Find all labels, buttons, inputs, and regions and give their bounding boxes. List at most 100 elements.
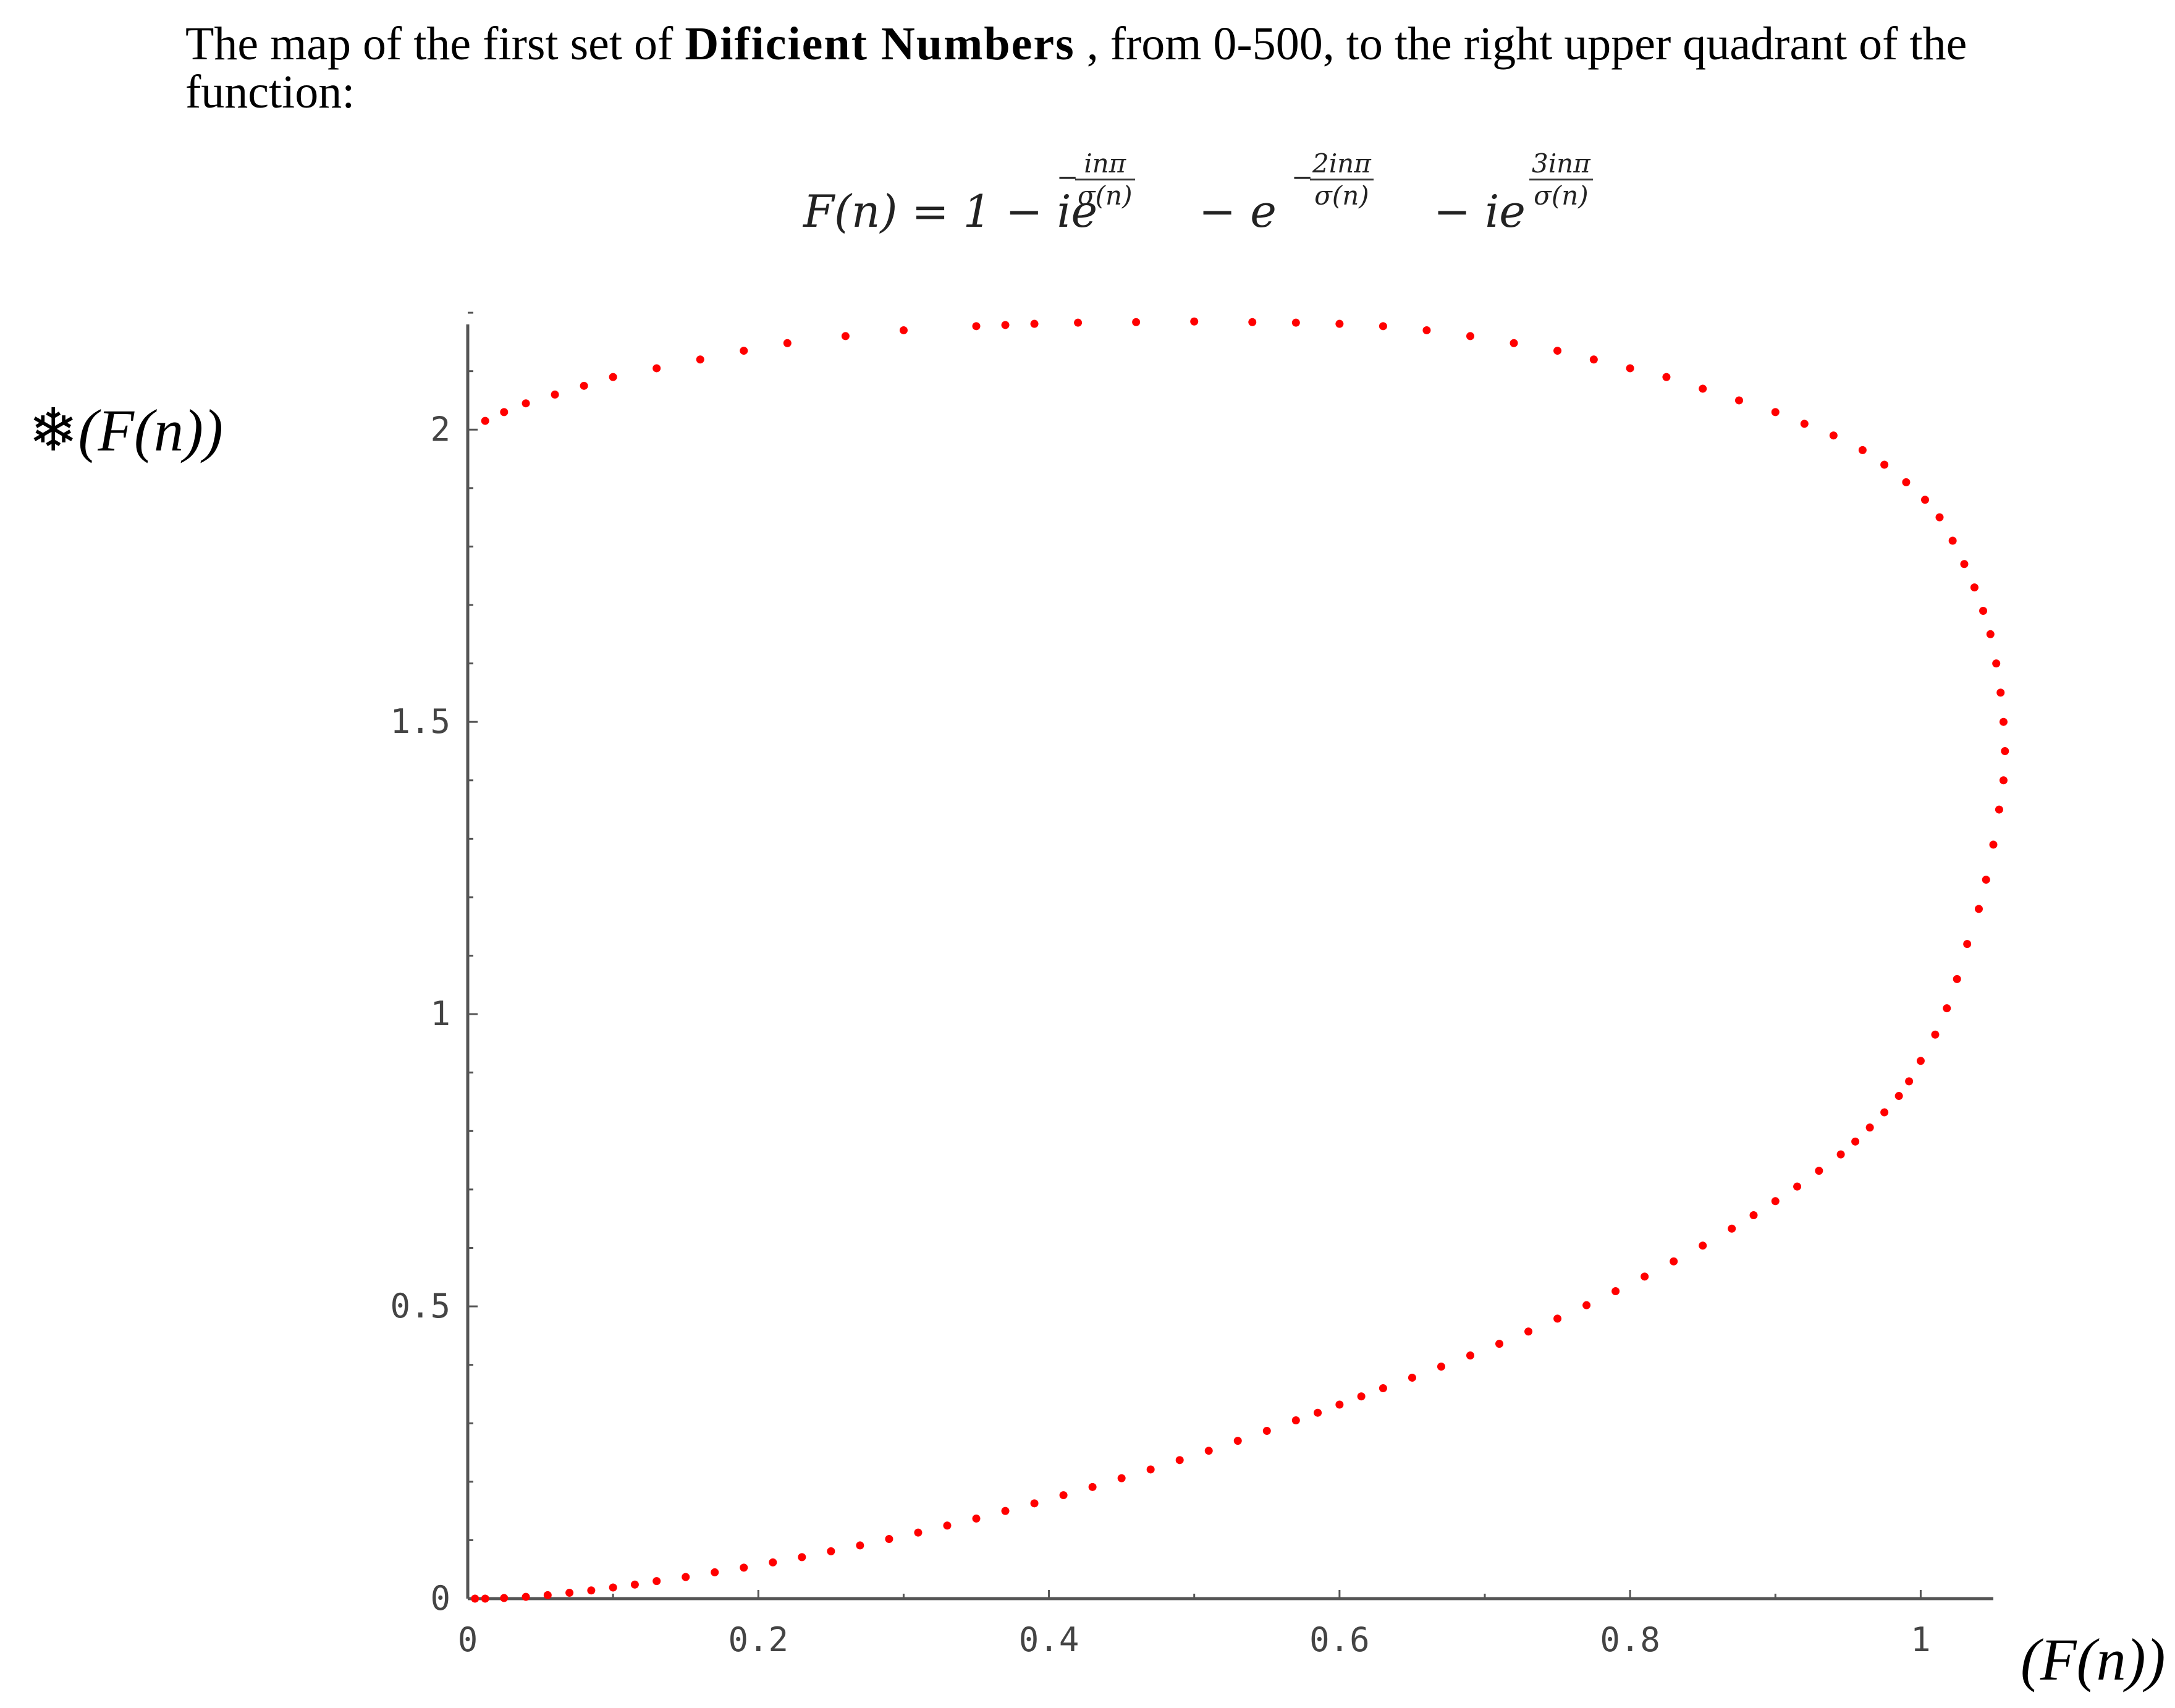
data-point — [885, 1535, 893, 1544]
data-point — [1960, 560, 1969, 569]
data-point — [1935, 513, 1944, 522]
data-point — [1422, 326, 1431, 334]
formula-exponent-3-denominator: σ(n) — [1534, 180, 1589, 211]
data-point — [1920, 496, 1929, 504]
data-point — [1858, 446, 1867, 454]
data-point — [1641, 1272, 1649, 1281]
data-point — [1970, 583, 1979, 592]
data-point — [1916, 1057, 1925, 1065]
formula-minus-ie: − ie — [1434, 185, 1526, 237]
data-point — [682, 1573, 690, 1581]
data-point — [1974, 905, 1983, 913]
x-tick-label: 0.2 — [729, 1620, 789, 1659]
data-point — [1233, 1437, 1242, 1445]
data-point — [1996, 688, 2005, 697]
data-point — [972, 322, 981, 331]
x-axis-label: (F(n)) — [2021, 1626, 2166, 1693]
data-point — [1524, 1327, 1533, 1336]
data-point — [1670, 1257, 1678, 1266]
data-point — [1466, 332, 1474, 340]
intro-text: The map of the first set of Dificient Nu… — [185, 20, 2101, 116]
data-point — [630, 1580, 639, 1589]
data-point — [899, 326, 908, 334]
x-tick-label: 0 — [458, 1620, 478, 1659]
formula-exponent-2-denominator: σ(n) — [1314, 180, 1369, 211]
data-point — [711, 1568, 719, 1576]
data-point — [1611, 1287, 1620, 1295]
data-point — [1357, 1392, 1366, 1401]
data-point — [1059, 1491, 1068, 1500]
y-tick-label: 1.5 — [390, 702, 450, 741]
data-point — [1880, 1108, 1889, 1117]
data-point — [1262, 1427, 1271, 1435]
data-point — [1335, 319, 1344, 328]
formula-exponent-2-numerator: 2inπ — [1310, 148, 1374, 180]
data-point — [740, 1563, 748, 1572]
intro-bold-term: Dificient Numbers — [685, 18, 1075, 70]
data-point — [1999, 717, 2008, 726]
data-point — [1335, 1400, 1344, 1409]
y-axis-label: ❄(F(n)) — [28, 395, 223, 465]
y-tick-label: 0.5 — [390, 1287, 450, 1325]
data-point — [551, 391, 559, 399]
data-point — [943, 1521, 952, 1530]
data-point — [1699, 1241, 1707, 1250]
data-point — [1001, 321, 1010, 329]
data-point — [1030, 1499, 1039, 1508]
data-point — [522, 1592, 530, 1601]
data-point — [1793, 1182, 1802, 1191]
data-point — [696, 355, 704, 364]
formula-exponent-2: − 2inπ σ(n) — [1291, 148, 1374, 211]
data-point — [1836, 1150, 1845, 1159]
intro-line-2: function: — [185, 66, 355, 118]
formula-exponent-1-denominator: σ(n) — [1078, 180, 1133, 211]
data-point — [1865, 1123, 1874, 1132]
formula: F(n) = 1 − ie − inπ σ(n) − e − 2inπ σ(n)… — [803, 148, 1607, 260]
data-point — [1030, 319, 1039, 328]
y-axis-label-text: (F(n)) — [78, 397, 223, 463]
data-point — [972, 1514, 981, 1523]
data-point — [587, 1586, 596, 1595]
data-point — [1117, 1474, 1126, 1482]
data-point — [914, 1528, 923, 1537]
snowflake-icon: ❄ — [28, 397, 78, 463]
data-point — [1995, 805, 2003, 814]
data-point — [2001, 746, 2009, 755]
data-point — [1204, 1447, 1213, 1455]
data-point — [1948, 536, 1957, 545]
data-point — [1437, 1362, 1445, 1371]
data-point — [1248, 318, 1257, 326]
data-point — [481, 416, 489, 425]
y-tick-label: 2 — [430, 410, 450, 449]
data-point — [769, 1558, 777, 1566]
data-point — [500, 1594, 509, 1602]
data-point — [1088, 1482, 1097, 1491]
data-point — [827, 1547, 835, 1555]
data-point — [1800, 420, 1809, 428]
data-point — [609, 1583, 617, 1592]
data-point — [1074, 318, 1083, 327]
data-point — [1582, 1301, 1591, 1309]
data-point — [1553, 1314, 1562, 1323]
data-point — [1626, 364, 1634, 373]
data-point — [1662, 373, 1671, 381]
data-point — [609, 373, 617, 381]
data-point — [1728, 1224, 1736, 1233]
data-point — [652, 364, 661, 373]
data-point — [1986, 630, 1995, 638]
data-point — [1979, 606, 1988, 615]
data-point — [1553, 347, 1562, 355]
x-tick-label: 0.4 — [1019, 1620, 1079, 1659]
data-point — [471, 1594, 479, 1603]
formula-exponent-2-sign: − — [1291, 162, 1314, 192]
data-point — [1992, 659, 2001, 668]
data-point — [1989, 840, 1998, 849]
data-point — [1291, 318, 1300, 327]
data-point — [1132, 318, 1141, 326]
formula-exponent-1-numerator: inπ — [1075, 148, 1135, 180]
formula-minus-e: − e — [1199, 185, 1277, 237]
data-point — [841, 332, 850, 340]
data-point — [1771, 408, 1780, 416]
data-point — [740, 347, 748, 355]
